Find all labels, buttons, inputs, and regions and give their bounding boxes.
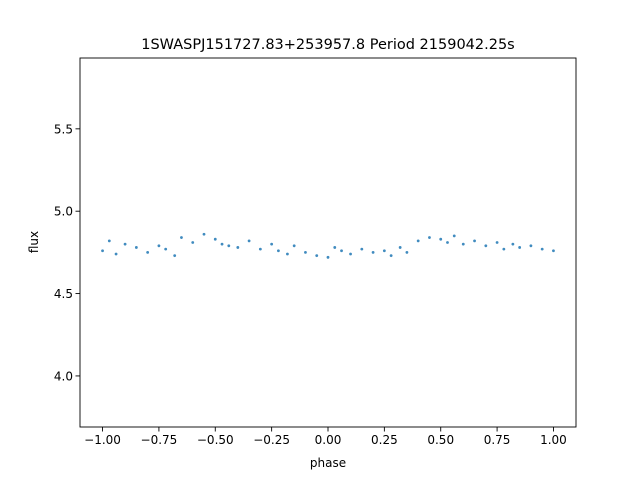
x-tick-label: 0.00 [315,433,342,447]
data-point [315,254,319,258]
x-tick-label: 0.75 [484,433,511,447]
data-point [405,250,409,254]
data-point [552,249,555,253]
data-point [213,237,217,241]
data-point [439,237,443,241]
x-axis-ticks: −1.00 −0.75 −0.50 −0.25 0.00 0.25 0.50 0.75 1.00 [84,427,567,447]
y-tick-label: 4.0 [54,369,73,383]
data-point [191,241,195,244]
data-point [360,247,364,251]
data-point [326,255,330,259]
data-point [495,241,499,244]
x-tick-label: −1.00 [84,433,121,447]
data-point [371,250,375,254]
data-point [286,252,289,256]
data-point [180,236,183,239]
data-point [277,249,280,253]
y-axis-label: flux [27,231,41,253]
data-point [382,249,386,253]
data-point [227,244,231,248]
x-tick-label: −0.50 [197,433,234,447]
data-point [529,244,533,248]
data-point [146,250,150,254]
x-tick-label: 1.00 [540,433,567,447]
data-point [416,239,420,243]
data-point [164,247,168,251]
x-tick-label: 0.25 [371,433,398,447]
data-point [389,254,393,258]
data-point [452,234,456,238]
data-point [173,254,177,258]
data-point [236,246,240,249]
data-point [123,242,127,246]
data-point [258,247,262,251]
data-point [340,249,343,253]
data-point [220,242,224,246]
data-point [428,236,431,239]
x-tick-label: −0.25 [253,433,290,447]
data-point [484,244,488,248]
data-point [398,246,402,249]
data-point [247,239,251,243]
chart-title: 1SWASPJ151727.83+253957.8 Period 2159042… [141,37,515,53]
y-tick-label: 5.5 [54,122,73,136]
y-axis-ticks: 4.0 4.5 5.0 5.5 [54,122,80,383]
data-point [107,239,111,243]
data-point [157,244,161,248]
data-point [502,247,506,251]
data-point [304,250,307,254]
data-point [114,252,118,256]
data-point [473,239,476,243]
data-point [292,244,296,248]
data-point [270,242,274,246]
data-points [101,232,555,259]
x-axis-label: phase [310,456,346,470]
x-tick-label: −0.75 [141,433,178,447]
data-point [511,242,515,246]
y-tick-label: 4.5 [54,287,73,301]
data-point [202,232,206,236]
data-point [101,249,104,253]
data-point [446,241,449,244]
data-point [134,246,138,249]
y-tick-label: 5.0 [54,205,73,219]
data-point [461,242,465,246]
data-point [540,247,544,251]
x-tick-label: 0.50 [427,433,454,447]
data-point [349,252,352,256]
data-point [518,246,522,249]
data-point [333,246,337,249]
